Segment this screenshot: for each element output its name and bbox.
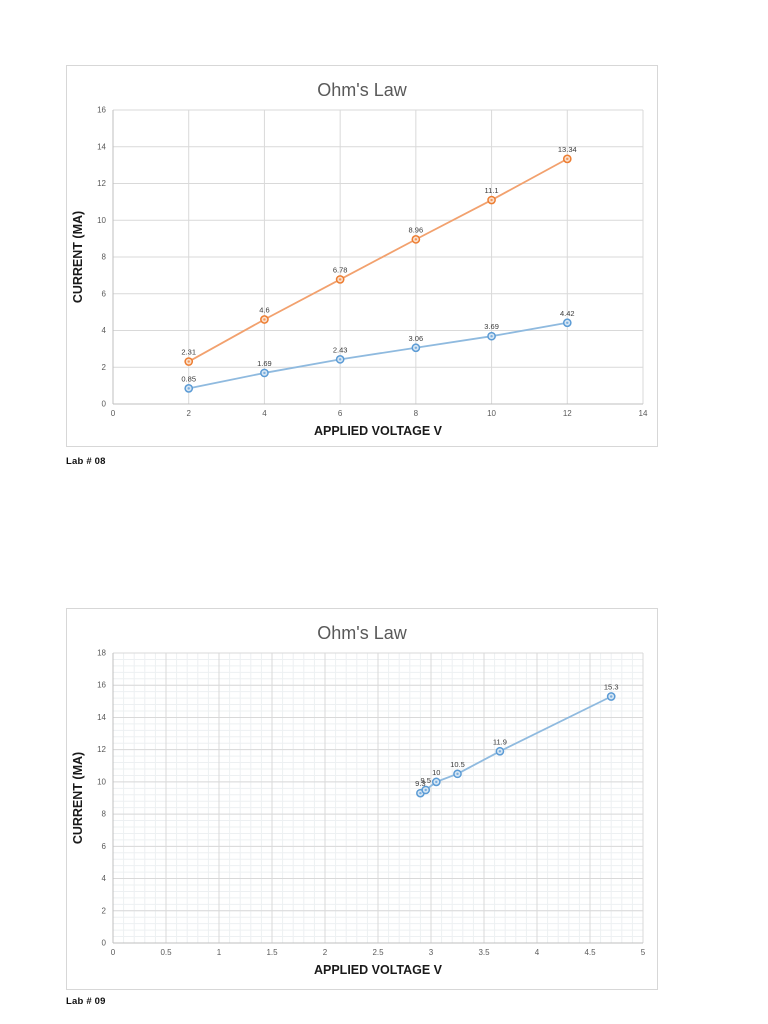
chart-title: Ohm's Law (317, 80, 407, 100)
chart-title: Ohm's Law (317, 623, 407, 643)
ohms-law-chart-lab08: 0 2 4 6 8 10 12 14 0 2 4 6 8 10 12 14 16 Ohm's Law APPLIED… (71, 80, 648, 438)
data-label: 11.9 (493, 737, 507, 746)
series-line-current-series-1-blue (188, 321, 568, 390)
y-axis-title: CURRENT (MA) (71, 752, 85, 844)
x-tick-label: 8 (414, 409, 419, 418)
data-point-center-dot (338, 358, 342, 361)
y-tick-label: 8 (102, 253, 107, 262)
data-label: 2.43 (333, 345, 348, 354)
x-tick-label: 2 (186, 409, 191, 418)
data-point-center-dot (187, 360, 190, 363)
data-point-center-dot (414, 346, 418, 349)
data-point-center-dot (435, 780, 438, 784)
x-tick-label: 3.5 (478, 948, 490, 957)
data-point-center-dot (419, 791, 422, 795)
data-point-center-dot (187, 387, 190, 390)
data-point-center-dot (414, 238, 418, 241)
data-point-center-dot (263, 318, 266, 321)
y-tick-label: 6 (102, 289, 107, 298)
data-label: 0.85 (181, 374, 196, 383)
chart-figure-lab08: 0 2 4 6 8 10 12 14 0 2 4 6 8 10 12 14 16 Ohm's Law APPLIED… (66, 65, 658, 447)
y-tick-label: 0 (102, 400, 107, 409)
data-point-center-dot (263, 371, 266, 375)
data-point-center-dot (490, 334, 493, 338)
y-tick-label: 0 (102, 939, 107, 948)
y-tick-label: 10 (97, 216, 106, 225)
x-tick-label: 4 (535, 948, 540, 957)
x-tick-label: 0.5 (160, 948, 172, 957)
data-point-center-dot (424, 788, 427, 792)
figure-caption-lab08: Lab # 08 (66, 456, 106, 467)
y-tick-label: 16 (97, 681, 106, 690)
data-label: 4.6 (259, 305, 269, 314)
data-point-center-dot (566, 157, 569, 161)
data-label: 10.5 (450, 760, 465, 769)
y-tick-label: 10 (97, 777, 106, 786)
data-label: 13.34 (558, 145, 577, 154)
x-tick-label: 0 (111, 948, 116, 957)
x-tick-label: 4 (262, 409, 267, 418)
data-point-center-dot (566, 321, 569, 324)
y-tick-label: 14 (97, 142, 106, 151)
x-tick-label: 2.5 (372, 948, 384, 957)
y-tick-label: 2 (102, 906, 107, 915)
series-line-current-series-2-orange (188, 158, 568, 363)
x-tick-label: 1 (217, 948, 222, 957)
x-tick-label: 12 (563, 409, 572, 418)
y-tick-label: 4 (102, 326, 107, 335)
data-label: 9.3 (415, 779, 425, 788)
x-tick-label: 6 (338, 409, 343, 418)
x-tick-label: 0 (111, 409, 116, 418)
y-tick-label: 6 (102, 842, 107, 851)
x-tick-label: 14 (639, 409, 648, 418)
data-point-center-dot (498, 750, 502, 753)
y-tick-label: 14 (97, 713, 106, 722)
data-label: 8.96 (409, 225, 424, 234)
x-axis-title: APPLIED VOLTAGE V (314, 963, 443, 977)
data-point-center-dot (490, 198, 493, 202)
y-tick-label: 2 (102, 363, 107, 372)
data-label: 4.42 (560, 309, 575, 318)
y-tick-label: 12 (97, 179, 106, 188)
x-tick-label: 5 (641, 948, 646, 957)
y-tick-label: 12 (97, 745, 106, 754)
figure-caption-lab09: Lab # 09 (66, 996, 106, 1007)
data-label: 11.1 (485, 186, 499, 195)
x-tick-label: 3 (429, 948, 434, 957)
y-tick-label: 4 (102, 874, 107, 883)
y-tick-label: 18 (97, 649, 106, 658)
data-point-center-dot (456, 772, 459, 776)
data-label: 3.69 (484, 322, 499, 331)
x-axis-title: APPLIED VOLTAGE V (314, 424, 443, 438)
x-tick-label: 2 (323, 948, 328, 957)
data-label: 6.78 (333, 265, 348, 274)
data-label: 15.3 (604, 683, 619, 692)
data-label: 3.06 (409, 334, 424, 343)
y-tick-label: 8 (102, 810, 107, 819)
x-tick-label: 10 (487, 409, 496, 418)
x-tick-label: 1.5 (266, 948, 278, 957)
x-tick-label: 4.5 (584, 948, 596, 957)
data-point-center-dot (338, 278, 342, 281)
data-label: 10 (432, 768, 440, 777)
data-label: 2.31 (181, 348, 196, 357)
y-tick-label: 16 (97, 106, 106, 115)
chart-figure-lab09: 0 0.5 1 1.5 2 2.5 3 3.5 4 4.5 5 0 2 4 6 8 10 12 14 16 18 Ohm'… (66, 608, 658, 990)
ohms-law-chart-lab09: 0 0.5 1 1.5 2 2.5 3 3.5 4 4.5 5 0 2 4 6 8 10 12 14 16 18 Ohm'… (71, 623, 646, 977)
y-axis-title: CURRENT (MA) (71, 211, 85, 303)
data-label: 9.5 (420, 776, 430, 785)
data-label: 1.69 (257, 359, 272, 368)
data-point-center-dot (610, 695, 613, 698)
